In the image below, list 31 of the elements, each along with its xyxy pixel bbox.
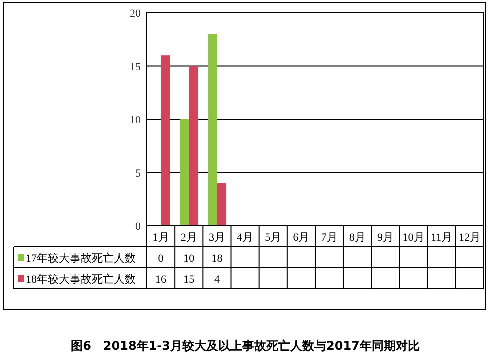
x-tick-label: 8月: [349, 232, 366, 244]
y-tick-label: 10: [130, 114, 142, 126]
y-tick-label: 5: [136, 168, 142, 180]
legend-label: 17年较大事故死亡人数: [26, 252, 136, 265]
x-tick-label: 12月: [458, 232, 481, 244]
bar: [217, 183, 226, 226]
bar: [161, 56, 170, 226]
text: 图6 2018年1-3月较大及以上事故死亡人数与2017年同期对比: [71, 339, 420, 353]
x-tick-label: 4月: [237, 232, 254, 244]
y-tick-label: 0: [136, 221, 142, 233]
y-tick-label: 15: [130, 61, 142, 74]
bar: [180, 120, 190, 226]
x-tick-label: 5月: [265, 232, 282, 244]
y-tick-label: 20: [130, 8, 142, 20]
x-tick-label: 1月: [152, 232, 170, 244]
data-label: 18: [212, 253, 224, 265]
data-label: 15: [184, 274, 196, 286]
x-tick-label: 9月: [377, 232, 394, 244]
data-label: 10: [184, 253, 196, 265]
x-tick-label: 7月: [321, 232, 338, 244]
x-tick-label: 2月: [180, 232, 198, 244]
data-label: 16: [156, 274, 168, 286]
bar: [208, 34, 218, 226]
x-tick-label: 6月: [293, 232, 310, 244]
x-tick-label: 11月: [431, 232, 453, 244]
data-label: 4: [214, 274, 220, 286]
x-tick-label: 3月: [208, 232, 226, 244]
data-label: 0: [158, 253, 164, 265]
x-tick-label: 10月: [402, 232, 425, 244]
bar: [189, 66, 198, 226]
legend-label: 18年较大事故死亡人数: [26, 273, 136, 286]
